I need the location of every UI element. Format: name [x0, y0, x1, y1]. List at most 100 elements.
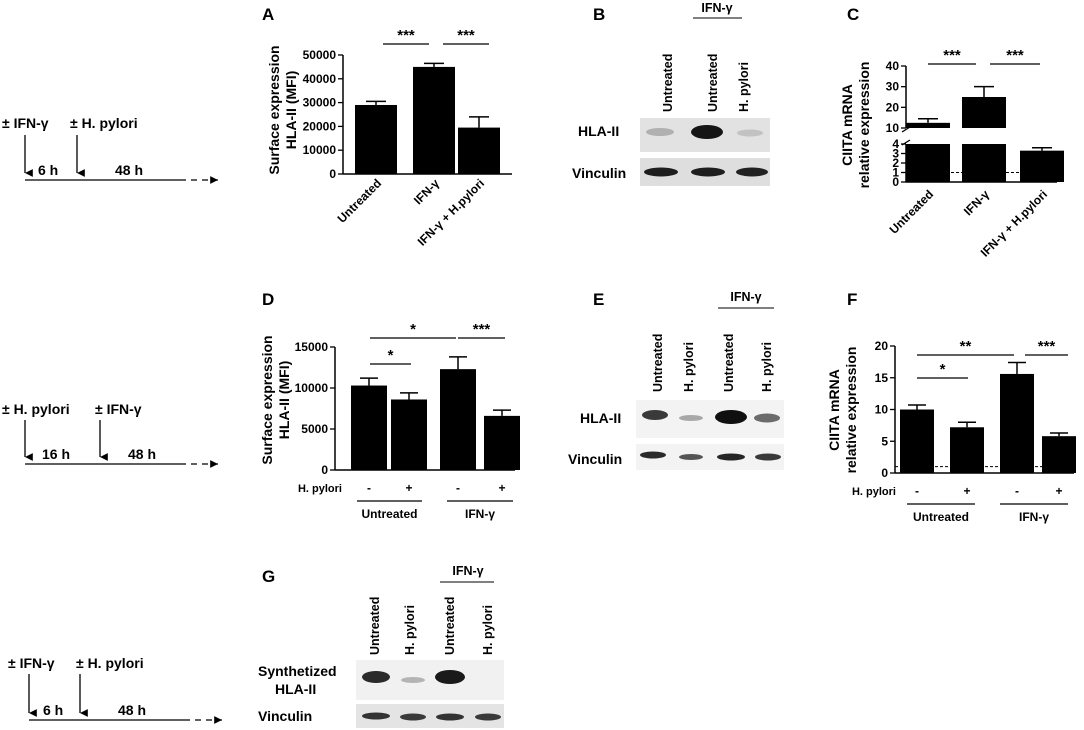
blot-g: IFN-γ Untreated H. pylori Untreated H. p… [258, 564, 504, 728]
y-tick-label: 10000 [303, 143, 337, 157]
timeline-2-first-treatment: ± H. pylori [2, 401, 70, 417]
chart-f-y-label-line-1: CIITA mRNA [826, 369, 842, 451]
blot-e-band [640, 451, 666, 459]
bar [484, 415, 520, 470]
blot-e-row-vinculin: Vinculin [568, 451, 622, 467]
timeline-2-second-treatment: ± IFN-γ [95, 401, 142, 417]
blot-e-lane-1: Untreated [651, 334, 665, 392]
x-tick-label: + [405, 481, 412, 495]
blot-g-lane-1: Untreated [368, 597, 382, 655]
blot-e-lane-3: Untreated [722, 334, 736, 392]
timeline-2-duration-1: 16 h [42, 446, 70, 462]
x-tick-label: IFN-γ [411, 176, 442, 207]
blot-b-group-label: IFN-γ [701, 1, 732, 15]
h-pylori-label: H. pylori [298, 483, 342, 495]
bar [351, 385, 387, 470]
y-tick-label: 10 [875, 403, 889, 417]
y-tick-label: 0 [881, 466, 888, 480]
blot-b-band [691, 167, 725, 177]
x-tick-label: Untreated [887, 187, 937, 237]
x-tick-label: + [498, 481, 505, 495]
blot-b-band [646, 128, 674, 136]
y-tick-label: 20000 [303, 119, 337, 133]
timeline-1-first-treatment: ± IFN-γ [2, 115, 49, 131]
bar [906, 122, 950, 128]
blot-g-band [401, 677, 425, 683]
group-label: Untreated [913, 510, 969, 524]
blot-g-group-label: IFN-γ [452, 564, 483, 578]
blot-g-band [400, 713, 426, 721]
y-tick-label: 20 [875, 339, 889, 353]
timeline-1: ± IFN-γ ± H. pylori 6 h 48 h [2, 115, 219, 184]
y-tick-label: 3 [892, 147, 899, 161]
bar [413, 66, 455, 174]
h-pylori-label: H. pylori [852, 486, 896, 498]
bar [391, 399, 427, 470]
y-tick-label: 40 [886, 59, 900, 73]
chart-a-y-label-line-1: Surface expression [266, 45, 282, 174]
chart-d-y-label-line-2: HLA-II (MFI) [276, 361, 292, 440]
x-tick-label: - [456, 481, 460, 495]
blot-b-band [644, 167, 678, 177]
blot-g-band [475, 713, 501, 721]
blot-g-lane-3: Untreated [443, 597, 457, 655]
timeline-3-duration-1: 6 h [43, 702, 63, 718]
panel-label-g: G [262, 567, 275, 586]
axis-break-mark [901, 139, 911, 146]
blot-e-row-hla: HLA-II [580, 410, 621, 426]
blot-g-lane-4: H. pylori [481, 605, 495, 655]
bar [440, 369, 476, 470]
y-tick-label: 1 [892, 166, 899, 180]
bar [1042, 436, 1076, 473]
group-label: IFN-γ [1019, 510, 1049, 524]
significance-label: * [410, 321, 416, 338]
blot-b: IFN-γ Untreated Untreated H. pylori HLA-… [572, 1, 770, 186]
group-label: IFN-γ [465, 507, 495, 521]
significance-label: *** [943, 47, 961, 64]
blot-b-band [736, 167, 768, 177]
y-tick-label: 20 [886, 100, 900, 114]
y-tick-label: 2 [892, 156, 899, 170]
bar [950, 427, 984, 473]
y-tick-label: 5 [881, 434, 888, 448]
blot-g-band [436, 713, 464, 721]
blot-g-row-vinculin: Vinculin [258, 708, 312, 724]
timeline-1-second-treatment: ± H. pylori [70, 115, 138, 131]
bar [458, 127, 500, 174]
blot-b-row-vinculin: Vinculin [572, 165, 626, 181]
blot-b-lane-2: Untreated [706, 54, 720, 112]
significance-label: * [940, 361, 946, 378]
blot-g-band [435, 670, 465, 684]
blot-b-row-hla: HLA-II [578, 123, 619, 139]
blot-e-lane-2: H. pylori [682, 342, 696, 392]
panel-label-c: C [847, 5, 859, 24]
bar [1000, 373, 1034, 473]
timeline-3-duration-2: 48 h [118, 702, 146, 718]
blot-e-band [679, 415, 703, 421]
blot-g-row-hla: HLA-II [275, 681, 316, 697]
x-tick-label: - [915, 484, 919, 498]
blot-g-band [362, 671, 390, 683]
significance-label: *** [473, 321, 491, 338]
significance-label: ** [960, 338, 972, 355]
bar [1020, 150, 1064, 182]
blot-b-band [737, 129, 763, 137]
y-tick-label: 0 [321, 463, 328, 477]
chart-c: CIITA mRNA relative expression 10 20 30 40 0… [839, 47, 1064, 260]
significance-label: *** [457, 27, 475, 44]
panel-label-e: E [593, 290, 604, 309]
significance-label: *** [1006, 47, 1024, 64]
y-tick-label: 5000 [301, 422, 328, 436]
y-tick-label: 0 [892, 175, 899, 189]
chart-c-y-label-line-2: relative expression [856, 62, 872, 189]
chart-c-y-label-line-1: CIITA mRNA [839, 84, 855, 166]
y-tick-label: 0 [329, 167, 336, 181]
panel-label-b: B [593, 5, 605, 24]
blot-e-band [642, 410, 668, 420]
y-tick-label: 15 [875, 371, 889, 385]
chart-f-y-label-line-2: relative expression [843, 347, 859, 474]
y-tick-label: 30000 [303, 96, 337, 110]
blot-g-lane-2: H. pylori [403, 605, 417, 655]
bar [962, 97, 1006, 128]
panel-label-d: D [262, 290, 274, 309]
